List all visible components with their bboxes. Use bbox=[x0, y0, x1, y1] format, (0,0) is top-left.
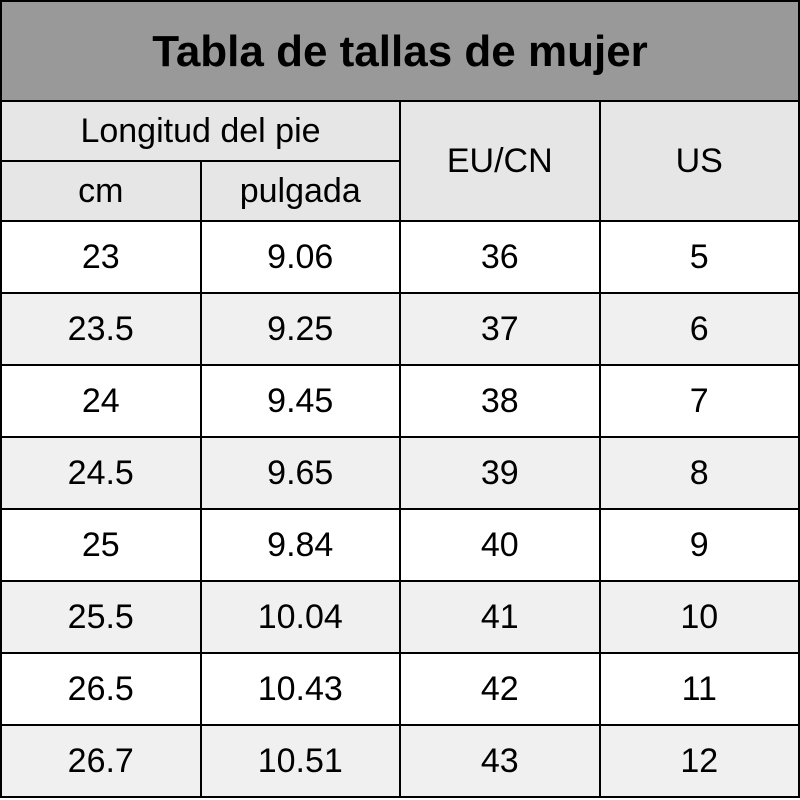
table-row: 26.5 10.43 42 11 bbox=[1, 653, 799, 725]
cell-cm: 24.5 bbox=[1, 437, 201, 509]
table-row: 25 9.84 40 9 bbox=[1, 509, 799, 581]
size-table: Longitud del pie EU/CN US cm pulgada 23 … bbox=[0, 100, 800, 798]
cell-eu: 40 bbox=[400, 509, 600, 581]
cell-in: 9.45 bbox=[201, 365, 401, 437]
col-pulgada: pulgada bbox=[201, 161, 401, 221]
cell-cm: 24 bbox=[1, 365, 201, 437]
cell-eu: 43 bbox=[400, 725, 600, 797]
cell-cm: 23 bbox=[1, 221, 201, 293]
cell-cm: 23.5 bbox=[1, 293, 201, 365]
cell-us: 12 bbox=[600, 725, 800, 797]
size-chart: Tabla de tallas de mujer Longitud del pi… bbox=[0, 0, 800, 800]
col-group-foot-length: Longitud del pie bbox=[1, 101, 400, 161]
col-eu-cn: EU/CN bbox=[400, 101, 600, 221]
cell-eu: 42 bbox=[400, 653, 600, 725]
cell-us: 11 bbox=[600, 653, 800, 725]
cell-in: 10.04 bbox=[201, 581, 401, 653]
cell-cm: 26.7 bbox=[1, 725, 201, 797]
cell-eu: 38 bbox=[400, 365, 600, 437]
cell-us: 6 bbox=[600, 293, 800, 365]
cell-cm: 25.5 bbox=[1, 581, 201, 653]
cell-us: 7 bbox=[600, 365, 800, 437]
cell-eu: 37 bbox=[400, 293, 600, 365]
chart-title: Tabla de tallas de mujer bbox=[0, 0, 800, 100]
cell-eu: 41 bbox=[400, 581, 600, 653]
cell-in: 9.06 bbox=[201, 221, 401, 293]
cell-in: 10.51 bbox=[201, 725, 401, 797]
table-row: 26.7 10.51 43 12 bbox=[1, 725, 799, 797]
cell-cm: 26.5 bbox=[1, 653, 201, 725]
col-us: US bbox=[600, 101, 800, 221]
cell-eu: 39 bbox=[400, 437, 600, 509]
cell-cm: 25 bbox=[1, 509, 201, 581]
cell-in: 9.65 bbox=[201, 437, 401, 509]
col-cm: cm bbox=[1, 161, 201, 221]
cell-in: 9.84 bbox=[201, 509, 401, 581]
header-row-top: Longitud del pie EU/CN US bbox=[1, 101, 799, 161]
cell-us: 9 bbox=[600, 509, 800, 581]
table-row: 23.5 9.25 37 6 bbox=[1, 293, 799, 365]
cell-us: 5 bbox=[600, 221, 800, 293]
table-row: 25.5 10.04 41 10 bbox=[1, 581, 799, 653]
table-row: 24.5 9.65 39 8 bbox=[1, 437, 799, 509]
table-body: 23 9.06 36 5 23.5 9.25 37 6 24 9.45 38 7… bbox=[1, 221, 799, 797]
cell-us: 10 bbox=[600, 581, 800, 653]
table-row: 23 9.06 36 5 bbox=[1, 221, 799, 293]
table-row: 24 9.45 38 7 bbox=[1, 365, 799, 437]
cell-in: 10.43 bbox=[201, 653, 401, 725]
cell-us: 8 bbox=[600, 437, 800, 509]
cell-eu: 36 bbox=[400, 221, 600, 293]
cell-in: 9.25 bbox=[201, 293, 401, 365]
